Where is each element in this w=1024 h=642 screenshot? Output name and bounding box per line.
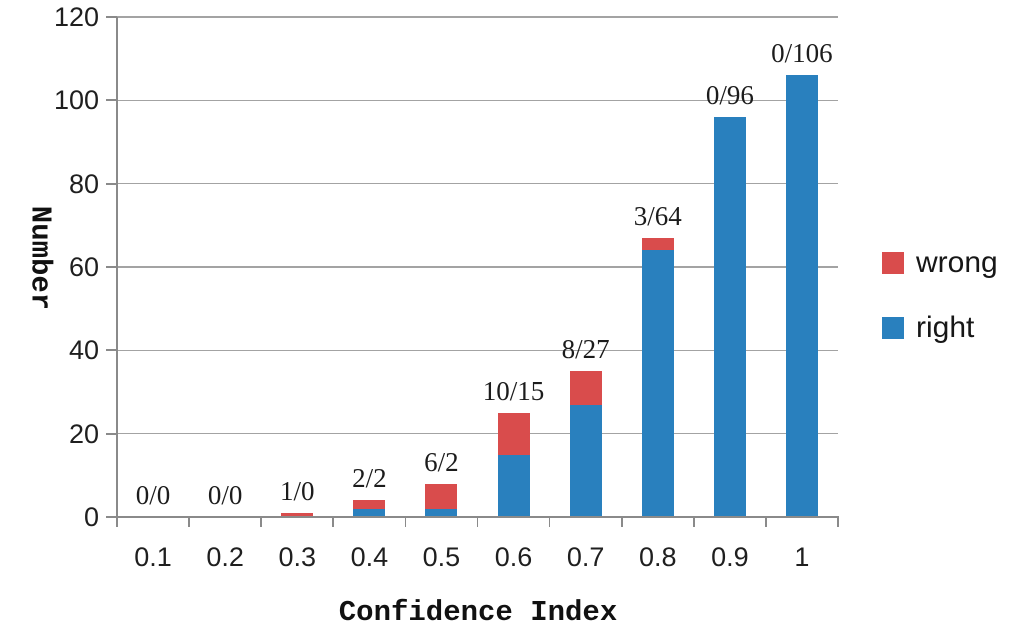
x-tick-label: 0.3 — [278, 542, 316, 572]
bar-segment-wrong — [569, 371, 602, 405]
y-axis-title: Number — [23, 205, 57, 311]
y-tick-label: 80 — [68, 168, 99, 199]
y-tick-label: 100 — [53, 85, 99, 116]
bar-value-label: 0/0 — [135, 480, 171, 510]
x-tick-label: 0.8 — [638, 542, 677, 572]
wrong-swatch-icon — [882, 252, 904, 274]
x-tick — [476, 517, 479, 527]
legend-item-wrong: wrong — [882, 247, 998, 279]
x-tick-label: 0.4 — [350, 542, 389, 572]
bar-value-label: 2/2 — [352, 463, 387, 494]
y-tick-label: 40 — [68, 335, 99, 366]
x-tick — [404, 517, 407, 527]
y-tick-label: 60 — [68, 252, 99, 282]
x-tick-label: 0.2 — [206, 542, 244, 572]
bar-segment-right — [497, 454, 530, 517]
x-tick — [620, 517, 623, 527]
y-tick — [106, 99, 117, 102]
gridline — [117, 432, 838, 435]
y-tick — [106, 16, 117, 18]
gridline — [117, 16, 838, 18]
x-tick-label: 0.7 — [566, 542, 605, 572]
bar-segment-right — [425, 508, 458, 517]
bar-segment-right — [713, 117, 746, 517]
plot-area — [106, 16, 839, 527]
x-tick — [692, 517, 695, 527]
legend-item-right: right — [882, 312, 998, 344]
x-tick — [765, 517, 767, 527]
bar-segment-right — [641, 250, 674, 517]
x-tick — [332, 517, 335, 527]
y-tick — [106, 516, 117, 518]
bar-value-label: 0/106 — [771, 38, 833, 69]
x-tick — [116, 517, 118, 527]
right-swatch-icon — [882, 317, 904, 339]
bar-segment-right — [569, 404, 602, 517]
bar-value-label: 8/27 — [561, 334, 610, 365]
x-tick — [837, 517, 839, 527]
x-tick-label: 0.1 — [134, 542, 172, 572]
y-tick — [106, 432, 117, 435]
y-tick-label: 20 — [68, 418, 99, 449]
y-axis-line — [116, 17, 118, 527]
x-tick — [260, 517, 263, 527]
x-tick — [548, 517, 551, 527]
gridline — [117, 349, 838, 352]
x-tick-label: 0.5 — [422, 542, 461, 572]
bar-segment-right — [785, 75, 818, 517]
x-tick — [188, 517, 190, 527]
legend: wrong right — [882, 247, 998, 344]
bar-value-label: 0/96 — [705, 80, 754, 110]
x-tick-label: 0.9 — [711, 542, 749, 572]
legend-label-right: right — [916, 311, 975, 344]
bar-value-label: 6/2 — [424, 446, 459, 477]
y-tick — [106, 266, 117, 268]
x-tick-label: 1 — [794, 542, 810, 572]
bar-value-label: 10/15 — [482, 375, 545, 406]
bar-value-label: 3/64 — [633, 200, 682, 231]
bar-segment-wrong — [281, 512, 314, 517]
bar-value-label: 0/0 — [207, 480, 243, 510]
gridline — [117, 99, 838, 102]
bar-segment-right — [353, 508, 386, 517]
y-tick-label: 120 — [53, 2, 99, 32]
gridline — [117, 266, 838, 268]
x-axis-title: Confidence Index — [338, 596, 618, 629]
bar-segment-wrong — [425, 483, 458, 509]
y-tick-label: 0 — [83, 502, 99, 532]
legend-label-wrong: wrong — [916, 246, 998, 279]
y-tick — [106, 182, 117, 185]
bar-segment-wrong — [641, 237, 674, 251]
x-tick-label: 0.6 — [494, 542, 533, 572]
bar-segment-wrong — [497, 412, 530, 455]
gridline — [117, 182, 838, 185]
bar-segment-wrong — [353, 500, 386, 509]
y-tick — [106, 349, 117, 352]
bar-value-label: 1/0 — [279, 475, 315, 506]
